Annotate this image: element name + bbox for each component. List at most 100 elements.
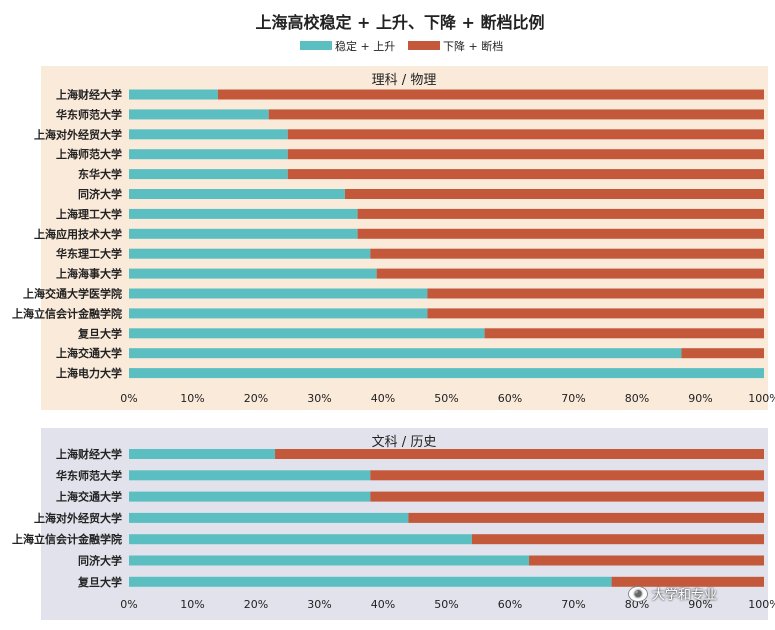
bar-stable-rise bbox=[129, 368, 764, 379]
x-tick-label: 70% bbox=[561, 598, 585, 611]
bar-stable-rise bbox=[129, 576, 612, 587]
category-label: 上海电力大学 bbox=[56, 366, 122, 380]
x-tick-label: 30% bbox=[307, 598, 331, 611]
bar-fall-cutoff bbox=[344, 189, 764, 199]
bar-stable-rise bbox=[129, 149, 288, 160]
chart-panels: 理科 / 物理上海财经大学华东师范大学上海对外经贸大学上海师范大学东华大学同济大… bbox=[12, 66, 775, 620]
x-tick-label: 20% bbox=[244, 392, 268, 405]
category-label: 华东师范大学 bbox=[56, 107, 122, 121]
bar-fall-cutoff bbox=[681, 348, 764, 359]
bar-stable-rise bbox=[129, 328, 485, 339]
category-label: 华东师范大学 bbox=[56, 468, 122, 482]
category-label: 上海立信会计金融学院 bbox=[12, 306, 122, 320]
bar-stable-rise bbox=[129, 268, 377, 279]
bar-fall-cutoff bbox=[471, 534, 764, 545]
x-tick-label: 10% bbox=[180, 598, 204, 611]
category-label: 上海立信会计金融学院 bbox=[12, 532, 122, 546]
legend-label-stable-rise: 稳定 + 上升 bbox=[335, 39, 395, 53]
bar-stable-rise bbox=[129, 449, 276, 459]
category-label: 上海财经大学 bbox=[56, 447, 122, 461]
panel-1: 文科 / 历史上海财经大学华东师范大学上海交通大学上海对外经贸大学上海立信会计金… bbox=[12, 428, 775, 620]
bar-stable-rise bbox=[129, 189, 345, 199]
x-tick-label: 0% bbox=[120, 392, 137, 405]
category-label: 上海对外经贸大学 bbox=[34, 127, 122, 141]
chart-title: 上海高校稳定 + 上升、下降 + 断档比例 bbox=[255, 13, 544, 32]
x-tick-label: 90% bbox=[688, 392, 712, 405]
wechat-icon: ◕ bbox=[628, 585, 648, 602]
bar-stable-rise bbox=[129, 129, 288, 140]
bar-stable-rise bbox=[129, 109, 269, 120]
bar-fall-cutoff bbox=[370, 248, 764, 259]
bar-stable-rise bbox=[129, 89, 218, 100]
bar-fall-cutoff bbox=[268, 109, 764, 120]
bar-fall-cutoff bbox=[408, 512, 764, 523]
bar-fall-cutoff bbox=[427, 288, 764, 299]
category-label: 上海师范大学 bbox=[56, 147, 122, 161]
bar-fall-cutoff bbox=[287, 169, 764, 180]
panel-title: 理科 / 物理 bbox=[372, 73, 437, 88]
x-tick-label: 80% bbox=[625, 598, 649, 611]
x-tick-label: 50% bbox=[434, 598, 458, 611]
legend-swatch-stable-rise bbox=[300, 41, 332, 50]
bar-fall-cutoff bbox=[287, 129, 764, 140]
bar-fall-cutoff bbox=[484, 328, 764, 339]
bar-stable-rise bbox=[129, 491, 371, 502]
category-label: 同济大学 bbox=[78, 187, 122, 201]
bar-fall-cutoff bbox=[376, 268, 764, 279]
category-label: 东华大学 bbox=[78, 167, 122, 181]
category-label: 上海海事大学 bbox=[56, 267, 122, 281]
bar-fall-cutoff bbox=[427, 308, 764, 319]
watermark: ◕ 大学和专业 bbox=[628, 584, 717, 603]
x-tick-label: 60% bbox=[498, 392, 522, 405]
category-label: 上海对外经贸大学 bbox=[34, 511, 122, 525]
bar-fall-cutoff bbox=[287, 149, 764, 160]
x-tick-label: 0% bbox=[120, 598, 137, 611]
x-tick-label: 70% bbox=[561, 392, 585, 405]
bar-stable-rise bbox=[129, 248, 371, 259]
bar-fall-cutoff bbox=[370, 470, 764, 481]
x-tick-label: 90% bbox=[688, 598, 712, 611]
panel-background bbox=[41, 428, 768, 620]
category-label: 复旦大学 bbox=[77, 575, 122, 589]
x-tick-label: 30% bbox=[307, 392, 331, 405]
legend-swatch-fall-cutoff bbox=[408, 41, 440, 50]
bar-fall-cutoff bbox=[370, 491, 764, 502]
bar-fall-cutoff bbox=[217, 89, 764, 100]
category-label: 上海财经大学 bbox=[56, 88, 122, 102]
x-tick-label: 80% bbox=[625, 392, 649, 405]
bar-stable-rise bbox=[129, 228, 358, 239]
bar-fall-cutoff bbox=[611, 576, 764, 587]
bar-stable-rise bbox=[129, 348, 682, 359]
watermark-text: 大学和专业 bbox=[652, 588, 718, 603]
legend-label-fall-cutoff: 下降 + 断档 bbox=[443, 39, 503, 53]
panel-0: 理科 / 物理上海财经大学华东师范大学上海对外经贸大学上海师范大学东华大学同济大… bbox=[12, 66, 775, 410]
x-tick-label: 20% bbox=[244, 598, 268, 611]
bar-stable-rise bbox=[129, 470, 371, 481]
category-label: 同济大学 bbox=[78, 554, 122, 568]
bar-stable-rise bbox=[129, 534, 472, 545]
x-tick-label: 100% bbox=[748, 598, 775, 611]
x-tick-label: 40% bbox=[371, 392, 395, 405]
x-tick-label: 100% bbox=[748, 392, 775, 405]
x-tick-label: 60% bbox=[498, 598, 522, 611]
bar-fall-cutoff bbox=[357, 228, 764, 239]
category-label: 复旦大学 bbox=[77, 326, 122, 340]
x-tick-label: 10% bbox=[180, 392, 204, 405]
bar-stable-rise bbox=[129, 288, 428, 299]
bar-fall-cutoff bbox=[357, 208, 764, 219]
category-label: 上海应用技术大学 bbox=[34, 227, 122, 241]
panel-title: 文科 / 历史 bbox=[372, 435, 437, 450]
bar-stable-rise bbox=[129, 169, 288, 180]
bar-stable-rise bbox=[129, 555, 530, 566]
bar-stable-rise bbox=[129, 308, 428, 319]
bar-stable-rise bbox=[129, 512, 409, 523]
bar-stable-rise bbox=[129, 208, 358, 219]
category-label: 上海理工大学 bbox=[56, 207, 122, 221]
category-label: 华东理工大学 bbox=[56, 247, 122, 261]
bar-fall-cutoff bbox=[529, 555, 764, 566]
bar-fall-cutoff bbox=[275, 449, 764, 459]
x-tick-label: 50% bbox=[434, 392, 458, 405]
category-label: 上海交通大学 bbox=[56, 490, 122, 504]
category-label: 上海交通大学医学院 bbox=[23, 287, 122, 301]
